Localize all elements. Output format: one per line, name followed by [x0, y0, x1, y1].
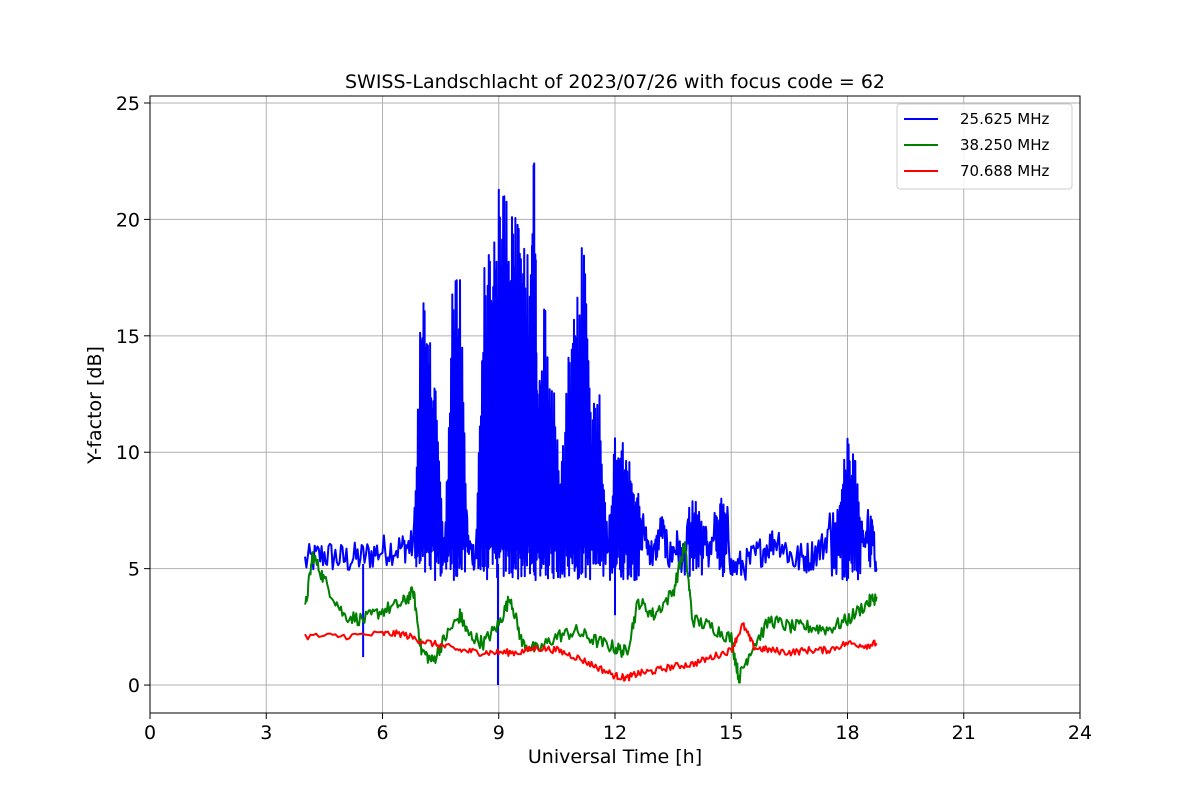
y-tick-label: 10: [116, 442, 140, 464]
legend-label-2: 38.250 MHz: [960, 136, 1049, 154]
x-tick-label: 15: [719, 722, 743, 744]
legend: 25.625 MHz 38.250 MHz 70.688 MHz: [896, 103, 1073, 190]
y-tick-label: 15: [116, 326, 140, 348]
x-tick-label: 3: [260, 722, 272, 744]
y-tick-label: 25: [116, 93, 140, 115]
series-2: [304, 541, 878, 684]
y-tick-label: 0: [128, 675, 140, 697]
x-tick-label: 0: [144, 722, 156, 744]
x-tick-label: 21: [952, 722, 976, 744]
legend-label-3: 70.688 MHz: [960, 162, 1049, 180]
series-layer: [304, 162, 878, 686]
y-axis-title: Y-factor [dB]: [84, 346, 106, 465]
x-tick-label: 24: [1068, 722, 1092, 744]
legend-frame: [896, 103, 1073, 190]
series-line: [304, 162, 878, 582]
x-axis-title: Universal Time [h]: [528, 746, 702, 768]
x-tick-label: 6: [376, 722, 388, 744]
chart-title: SWISS-Landschlacht of 2023/07/26 with fo…: [345, 71, 885, 93]
ticks: 0 3 6 9 12 15 18 21 24 0 5 10 15 20 25: [116, 93, 1092, 744]
x-tick-label: 18: [835, 722, 859, 744]
legend-label-1: 25.625 MHz: [960, 110, 1049, 128]
series-line: [304, 622, 878, 682]
y-tick-label: 5: [128, 559, 140, 581]
series-line: [304, 541, 878, 684]
x-tick-label: 9: [493, 722, 505, 744]
series-3: [304, 622, 878, 682]
y-tick-label: 20: [116, 209, 140, 231]
x-tick-label: 12: [603, 722, 627, 744]
